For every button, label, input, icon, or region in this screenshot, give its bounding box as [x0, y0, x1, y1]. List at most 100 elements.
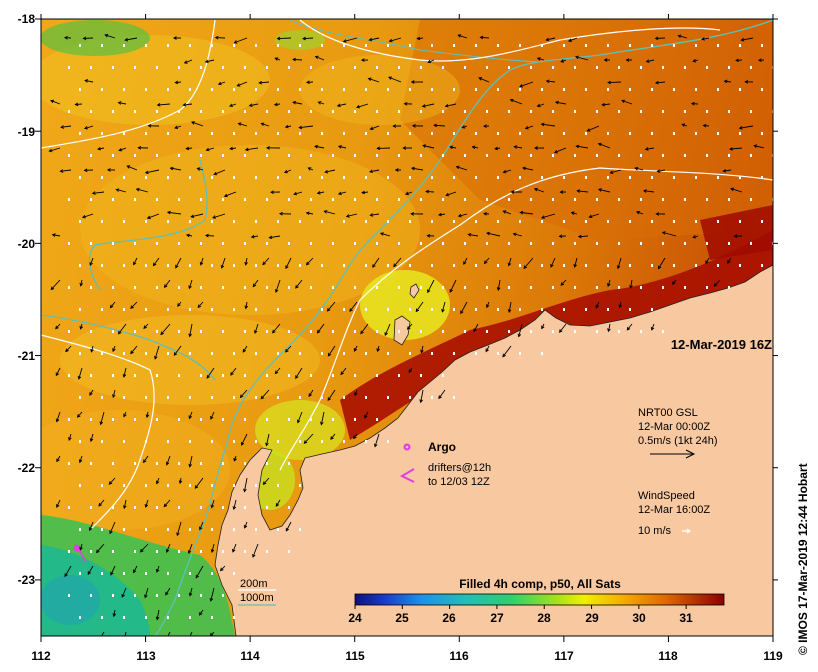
current-vector: [727, 257, 732, 264]
wind-vector: [332, 242, 334, 245]
wind-vector: [211, 396, 213, 399]
wind-vector: [343, 88, 345, 91]
wind-vector: [134, 594, 136, 597]
current-vector: [155, 609, 160, 621]
current-vector: [55, 411, 61, 423]
wind-vector: [255, 220, 257, 223]
wind-vector: [68, 418, 70, 421]
current-vector: [115, 188, 127, 193]
wind-vector: [211, 440, 213, 443]
wind-vector: [156, 66, 158, 69]
wind-vector: [255, 132, 257, 135]
wind-vector: [310, 374, 312, 377]
wind-vector: [717, 132, 719, 135]
wind-vector: [728, 66, 730, 69]
wind-vector: [409, 88, 411, 91]
current-vector: [262, 257, 270, 266]
wind-vector: [585, 264, 587, 267]
wind-vector: [167, 132, 169, 135]
wind-vector: [376, 286, 378, 289]
current-vector: [97, 146, 105, 151]
wind-vector: [409, 132, 411, 135]
current-vector: [507, 257, 512, 267]
current-vector: [110, 565, 116, 576]
wind-vector: [222, 242, 224, 245]
current-vector: [316, 323, 325, 334]
wind-vector: [167, 308, 169, 311]
current-vector: [50, 279, 61, 291]
wind-vector: [596, 154, 598, 157]
current-vector: [361, 190, 369, 195]
current-vector: [455, 165, 468, 171]
current-vector: [553, 147, 567, 154]
wind-vector: [79, 132, 81, 135]
wind-vector: [640, 286, 642, 289]
wind-vector: [431, 396, 433, 399]
current-vector: [607, 80, 622, 85]
wind-vector: [134, 330, 136, 333]
wind-vector: [68, 374, 70, 377]
wind-vector: [255, 528, 257, 531]
wind-vector: [321, 440, 323, 443]
wind-vector: [288, 330, 290, 333]
current-vector: [98, 499, 105, 507]
wind-vector: [266, 462, 268, 465]
wind-vector: [68, 242, 70, 245]
wind-vector: [79, 220, 81, 223]
wind-vector: [200, 286, 202, 289]
wind-vector: [508, 242, 510, 245]
wind-vector: [563, 132, 565, 135]
wind-vector: [585, 308, 587, 311]
current-vector: [405, 191, 413, 196]
wind-vector: [497, 44, 499, 47]
current-vector: [79, 543, 83, 551]
current-vector: [560, 279, 567, 286]
current-vector: [190, 213, 204, 219]
current-vector: [433, 123, 446, 128]
wind-vector: [442, 154, 444, 157]
current-vector: [460, 301, 468, 315]
wind-vector: [299, 88, 301, 91]
wind-vector: [90, 286, 92, 289]
wind-vector: [156, 638, 158, 641]
cool-patch: [60, 315, 320, 405]
wind-vector: [68, 506, 70, 509]
current-vector: [723, 79, 732, 84]
colorbar-tick-label: 31: [679, 611, 693, 625]
wind-vector: [277, 528, 279, 531]
current-vector: [117, 323, 127, 335]
cool-patch: [41, 35, 270, 125]
wind-vector: [640, 330, 642, 333]
wind-vector: [134, 154, 136, 157]
current-vector: [713, 279, 721, 287]
wind-vector: [167, 528, 169, 531]
wind-vector: [739, 220, 741, 223]
wind-vector: [299, 308, 301, 311]
isobath-1000m: [154, 19, 773, 636]
wind-vector: [343, 440, 345, 443]
wind-vector: [200, 638, 202, 641]
wind-vector: [376, 198, 378, 201]
wind-vector: [651, 220, 653, 223]
current-vector: [89, 389, 94, 396]
wind-vector: [508, 286, 510, 289]
current-scale-label: 0.5m/s (1kt 24h): [638, 435, 717, 447]
current-vector: [681, 123, 688, 127]
current-vector: [635, 210, 644, 215]
isobath-200m-label: 200m: [240, 578, 268, 590]
current-vector: [84, 79, 94, 83]
wind-vector: [299, 44, 301, 47]
drifters-legend-sublabel: to 12/03 12Z: [428, 476, 490, 488]
current-vector: [260, 122, 270, 127]
wind-vector: [332, 418, 334, 421]
wind-vector: [321, 220, 323, 223]
current-vector: [744, 80, 754, 84]
wind-vector: [464, 198, 466, 201]
current-vector: [461, 125, 468, 129]
wind-vector: [354, 286, 356, 289]
current-vector: [656, 169, 666, 173]
wind-vector: [563, 264, 565, 267]
wind-vector: [310, 286, 312, 289]
wind-vector: [640, 242, 642, 245]
wind-vector: [156, 110, 158, 113]
